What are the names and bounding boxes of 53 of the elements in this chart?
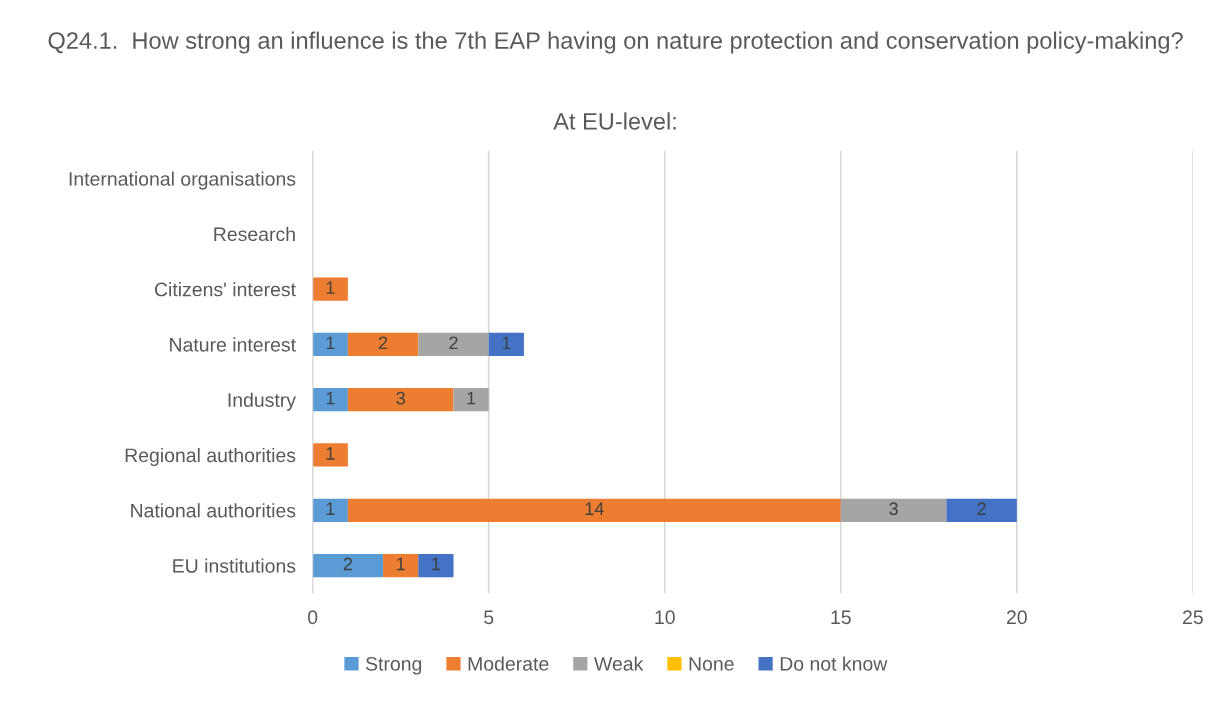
chart-title: Q24.1. How strong an influence is the 7th EAP having on nature protection and conservation policy-making? — [48, 31, 1183, 54]
y-tick-label: Citizens' interest — [154, 282, 296, 297]
data-label: 2 — [343, 557, 352, 571]
x-tick-label: 25 — [1183, 610, 1203, 625]
bar — [383, 553, 419, 578]
bar — [312, 277, 348, 301]
bar — [418, 332, 489, 357]
bar — [312, 553, 384, 578]
data-label: 1 — [397, 557, 405, 571]
chart-subtitle: At EU-level: — [553, 112, 676, 130]
y-tick-label: Regional authorities — [125, 447, 296, 467]
y-tick-label: National authorities — [131, 503, 296, 518]
x-tick-label: 15 — [831, 610, 851, 625]
data-label: 1 — [326, 336, 335, 350]
legend-label: Strong — [365, 656, 422, 675]
data-label: 2 — [378, 336, 388, 350]
legend-label: Weak — [594, 656, 644, 671]
bar — [946, 498, 1017, 522]
bar — [312, 498, 348, 522]
data-label: 1 — [432, 557, 441, 571]
legend-label: None — [689, 657, 734, 671]
data-label: 1 — [467, 391, 476, 405]
x-tick-label: 20 — [1006, 610, 1027, 625]
y-tick-label: Nature interest — [170, 337, 296, 352]
data-label: 3 — [889, 502, 898, 516]
bar — [347, 498, 841, 522]
bar — [347, 388, 454, 412]
bar — [312, 443, 348, 467]
bar — [312, 388, 348, 412]
data-label: 1 — [502, 336, 511, 350]
bar — [347, 332, 419, 357]
legend-label: Do not know — [780, 656, 888, 671]
x-tick-label: 5 — [484, 610, 494, 625]
data-label: 1 — [326, 502, 335, 515]
bar — [488, 332, 524, 357]
y-tick-label: Research — [214, 226, 295, 242]
y-tick-label: Industry — [228, 392, 296, 411]
x-tick-label: 0 — [308, 610, 318, 625]
data-label: 2 — [449, 336, 458, 350]
data-label: 14 — [585, 502, 604, 515]
data-label: 3 — [396, 391, 405, 405]
bar — [312, 332, 348, 357]
data-label: 1 — [326, 281, 335, 294]
x-tick-label: 10 — [655, 610, 675, 625]
bar — [453, 388, 489, 412]
data-label: 2 — [977, 502, 986, 515]
legend-label: Moderate — [468, 656, 549, 671]
bar — [840, 498, 947, 522]
y-tick-label: EU institutions — [173, 558, 296, 573]
bar — [418, 553, 454, 578]
y-tick-label: International organisations — [69, 171, 296, 190]
data-label: 1 — [326, 391, 335, 405]
data-label: 1 — [326, 447, 335, 460]
